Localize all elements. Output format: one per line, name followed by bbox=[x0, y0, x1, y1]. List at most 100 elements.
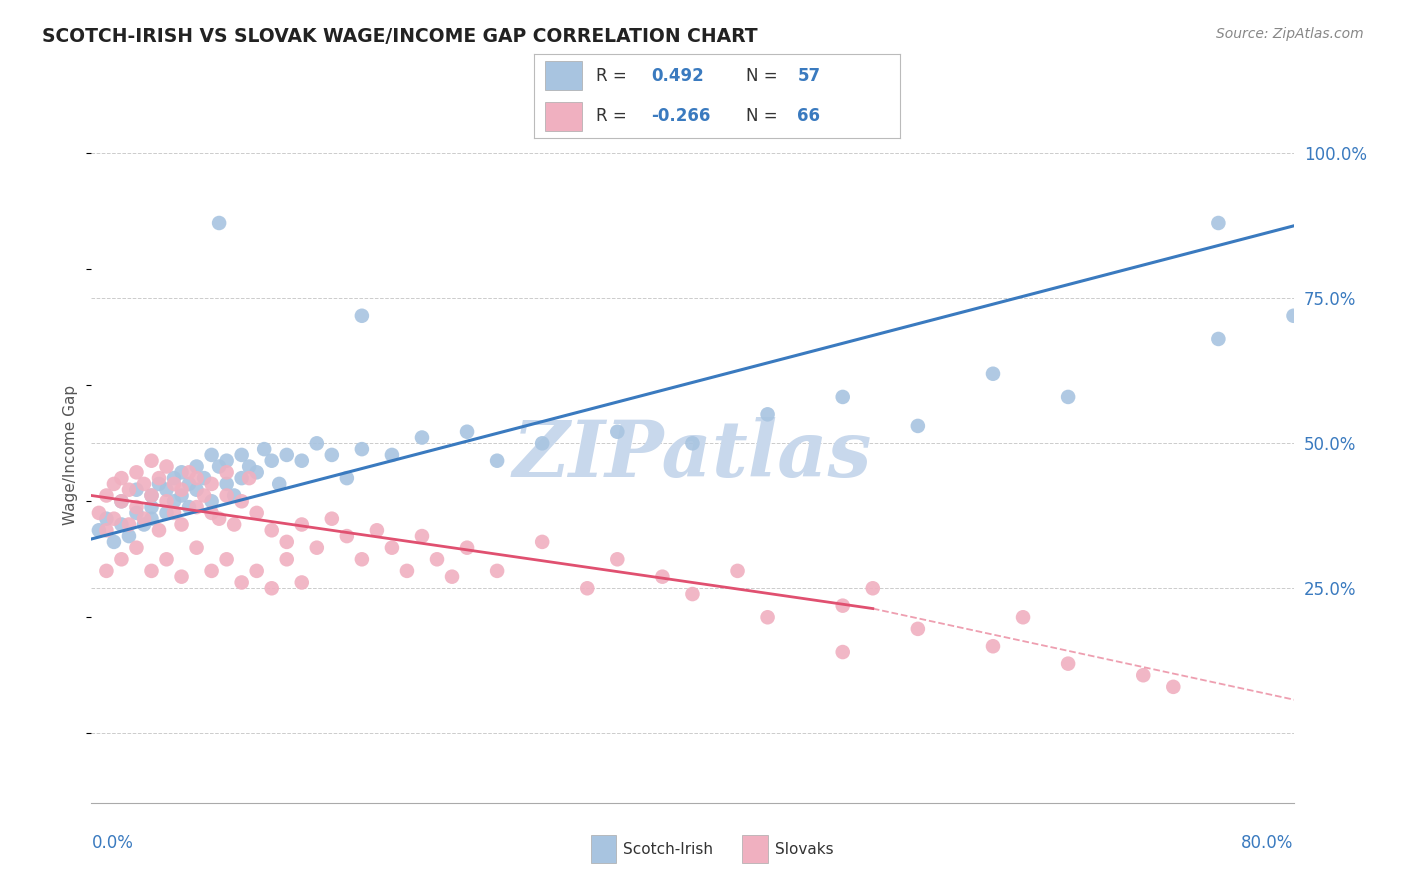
Point bbox=[186, 483, 208, 497]
Point bbox=[238, 471, 260, 485]
Text: 66: 66 bbox=[797, 107, 821, 125]
Point bbox=[246, 564, 269, 578]
Point bbox=[681, 587, 703, 601]
Point bbox=[321, 511, 343, 525]
Point bbox=[186, 471, 208, 485]
Point bbox=[231, 471, 253, 485]
Point bbox=[305, 436, 328, 450]
Point bbox=[1161, 680, 1184, 694]
Point bbox=[831, 599, 853, 613]
Bar bbox=[546, 102, 582, 130]
Point bbox=[163, 494, 186, 508]
Point bbox=[831, 390, 853, 404]
Point bbox=[163, 476, 186, 491]
Point bbox=[336, 529, 359, 543]
Point bbox=[291, 453, 314, 467]
Point bbox=[125, 500, 148, 514]
Point bbox=[366, 523, 388, 537]
Point bbox=[170, 466, 193, 480]
Point bbox=[215, 466, 238, 480]
Point bbox=[831, 645, 853, 659]
Point bbox=[125, 483, 148, 497]
Point bbox=[125, 466, 148, 480]
Point bbox=[177, 476, 200, 491]
Point bbox=[186, 541, 208, 555]
Point bbox=[907, 419, 929, 434]
Point bbox=[103, 511, 125, 525]
Point bbox=[177, 466, 200, 480]
Point bbox=[201, 476, 224, 491]
Point bbox=[276, 534, 298, 549]
Point bbox=[336, 471, 359, 485]
Point bbox=[141, 453, 163, 467]
Text: R =: R = bbox=[596, 107, 627, 125]
Point bbox=[110, 494, 132, 508]
Point bbox=[170, 570, 193, 584]
Point bbox=[456, 541, 478, 555]
Bar bbox=[546, 62, 582, 90]
Point bbox=[456, 425, 478, 439]
Point bbox=[96, 489, 118, 503]
Point bbox=[193, 471, 215, 485]
Text: Scotch-Irish: Scotch-Irish bbox=[623, 842, 713, 856]
Point bbox=[110, 494, 132, 508]
Point bbox=[110, 471, 132, 485]
Point bbox=[224, 517, 246, 532]
Point bbox=[1132, 668, 1154, 682]
Text: R =: R = bbox=[596, 67, 627, 85]
Point bbox=[381, 448, 404, 462]
Point bbox=[125, 541, 148, 555]
Point bbox=[260, 453, 283, 467]
Point bbox=[727, 564, 749, 578]
Point bbox=[395, 564, 418, 578]
Point bbox=[269, 476, 291, 491]
Point bbox=[253, 442, 276, 457]
Point bbox=[208, 511, 231, 525]
Point bbox=[141, 564, 163, 578]
Point bbox=[201, 448, 224, 462]
Point bbox=[238, 459, 260, 474]
Point bbox=[118, 529, 141, 543]
Point bbox=[170, 483, 193, 497]
Point bbox=[163, 506, 186, 520]
Point bbox=[103, 534, 125, 549]
Text: 0.0%: 0.0% bbox=[91, 834, 134, 852]
Point bbox=[231, 575, 253, 590]
Point bbox=[260, 523, 283, 537]
Point bbox=[350, 552, 373, 566]
Point bbox=[155, 459, 177, 474]
Point bbox=[110, 517, 132, 532]
Point bbox=[186, 459, 208, 474]
Point bbox=[486, 564, 509, 578]
Point bbox=[1208, 332, 1230, 346]
Point bbox=[756, 610, 779, 624]
Point bbox=[981, 367, 1004, 381]
Point bbox=[141, 511, 163, 525]
Point bbox=[170, 489, 193, 503]
Point bbox=[576, 582, 599, 596]
Point bbox=[907, 622, 929, 636]
Point bbox=[260, 582, 283, 596]
Point bbox=[186, 500, 208, 514]
Point bbox=[170, 517, 193, 532]
Point bbox=[440, 570, 463, 584]
Point bbox=[148, 523, 170, 537]
Point bbox=[231, 448, 253, 462]
Point bbox=[215, 552, 238, 566]
Text: SCOTCH-IRISH VS SLOVAK WAGE/INCOME GAP CORRELATION CHART: SCOTCH-IRISH VS SLOVAK WAGE/INCOME GAP C… bbox=[42, 27, 758, 45]
Point bbox=[163, 471, 186, 485]
Point bbox=[148, 471, 170, 485]
Text: N =: N = bbox=[747, 107, 778, 125]
Point bbox=[606, 552, 628, 566]
Point bbox=[486, 453, 509, 467]
Point bbox=[651, 570, 673, 584]
Point bbox=[411, 431, 433, 445]
Point bbox=[155, 506, 177, 520]
Text: 0.492: 0.492 bbox=[651, 67, 704, 85]
Point bbox=[426, 552, 449, 566]
Point bbox=[96, 523, 118, 537]
Point bbox=[96, 511, 118, 525]
Point bbox=[531, 534, 554, 549]
Point bbox=[246, 506, 269, 520]
Text: -0.266: -0.266 bbox=[651, 107, 710, 125]
